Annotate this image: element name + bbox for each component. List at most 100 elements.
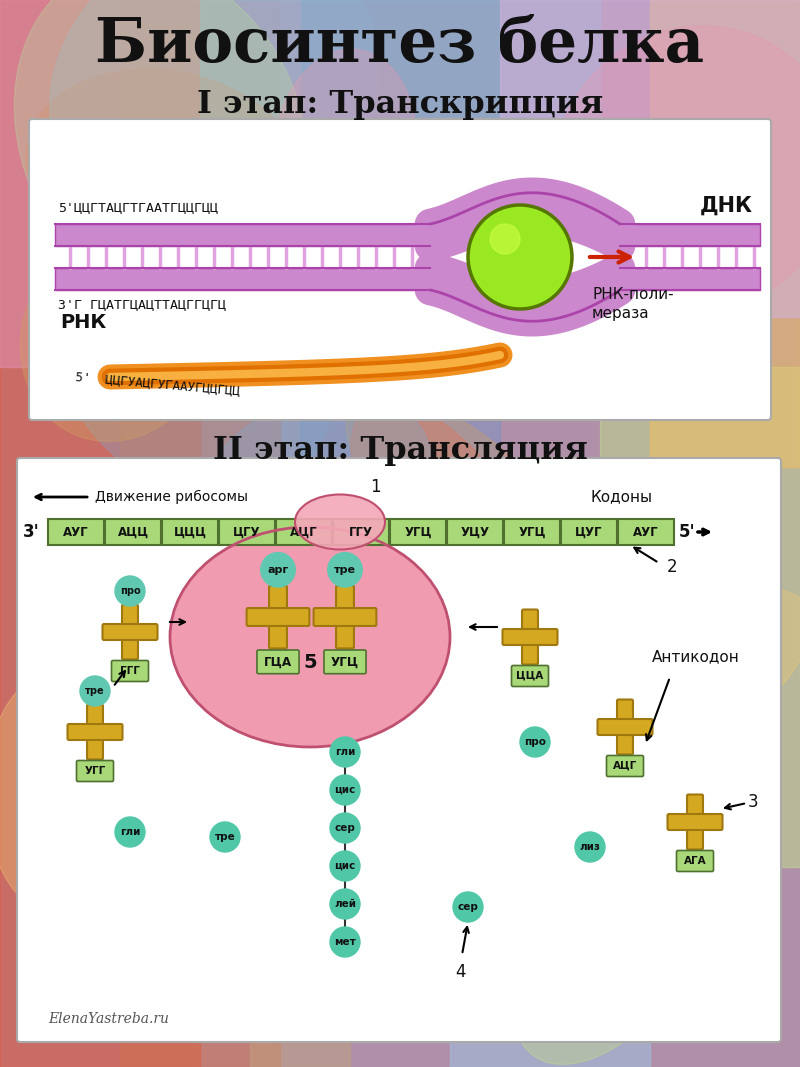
- FancyBboxPatch shape: [618, 519, 674, 545]
- Circle shape: [80, 676, 110, 706]
- PathPatch shape: [55, 224, 430, 246]
- Text: ГГУ: ГГУ: [349, 526, 373, 539]
- Circle shape: [328, 553, 362, 587]
- Text: ГГГ: ГГГ: [120, 666, 140, 676]
- FancyBboxPatch shape: [77, 761, 114, 781]
- Text: 3: 3: [748, 793, 758, 811]
- Text: ЦУГ: ЦУГ: [575, 526, 602, 539]
- FancyBboxPatch shape: [447, 519, 503, 545]
- Circle shape: [520, 727, 550, 757]
- Ellipse shape: [552, 26, 800, 316]
- Text: АУГ: АУГ: [633, 526, 659, 539]
- Circle shape: [490, 224, 520, 254]
- Bar: [450, 467, 650, 1067]
- Text: ЦЦА: ЦЦА: [516, 671, 544, 681]
- Text: 5': 5': [679, 523, 696, 541]
- Text: УГГ: УГГ: [84, 766, 106, 776]
- Text: лей: лей: [334, 899, 356, 909]
- Text: лиз: лиз: [579, 842, 601, 853]
- FancyBboxPatch shape: [162, 519, 218, 545]
- FancyBboxPatch shape: [276, 519, 332, 545]
- Bar: [120, 0, 280, 1067]
- Text: тре: тре: [214, 832, 235, 842]
- Ellipse shape: [50, 209, 335, 498]
- Text: II этап: Трансляция: II этап: Трансляция: [213, 434, 587, 465]
- Ellipse shape: [370, 586, 622, 812]
- Circle shape: [468, 205, 572, 309]
- FancyBboxPatch shape: [48, 519, 104, 545]
- FancyBboxPatch shape: [122, 605, 138, 659]
- FancyBboxPatch shape: [111, 660, 149, 682]
- PathPatch shape: [55, 268, 430, 290]
- Circle shape: [453, 892, 483, 922]
- Text: про: про: [524, 737, 546, 747]
- Bar: [500, 0, 800, 317]
- Text: тре: тре: [85, 686, 105, 696]
- Bar: [250, 567, 350, 1067]
- Text: Биосинтез белка: Биосинтез белка: [95, 15, 705, 75]
- FancyBboxPatch shape: [667, 814, 722, 830]
- Bar: [650, 0, 800, 467]
- Circle shape: [210, 822, 240, 853]
- Ellipse shape: [14, 0, 308, 307]
- Text: АГА: АГА: [684, 856, 706, 866]
- Text: про: про: [120, 586, 140, 596]
- Text: 5: 5: [303, 653, 317, 671]
- PathPatch shape: [620, 224, 760, 246]
- FancyBboxPatch shape: [522, 609, 538, 665]
- FancyBboxPatch shape: [29, 120, 771, 420]
- FancyBboxPatch shape: [617, 700, 633, 754]
- Text: УЦУ: УЦУ: [461, 526, 490, 539]
- Text: Антикодон: Антикодон: [652, 650, 740, 665]
- FancyBboxPatch shape: [390, 519, 446, 545]
- Text: 4: 4: [454, 964, 466, 981]
- FancyBboxPatch shape: [219, 519, 275, 545]
- FancyBboxPatch shape: [598, 719, 653, 735]
- FancyBboxPatch shape: [257, 650, 299, 673]
- Text: АЦЦ: АЦЦ: [118, 526, 149, 539]
- FancyBboxPatch shape: [87, 704, 103, 760]
- FancyBboxPatch shape: [333, 519, 389, 545]
- Text: ElenaYastreba.ru: ElenaYastreba.ru: [48, 1012, 169, 1026]
- Ellipse shape: [600, 589, 800, 764]
- Ellipse shape: [170, 527, 450, 747]
- Text: РНК-поли-
мераза: РНК-поли- мераза: [592, 287, 674, 320]
- FancyBboxPatch shape: [246, 608, 310, 626]
- Ellipse shape: [346, 389, 630, 664]
- Circle shape: [330, 889, 360, 919]
- Text: арг: арг: [267, 564, 289, 575]
- FancyBboxPatch shape: [336, 586, 354, 649]
- Text: 3'Г ГЦАТГЦАЦТТАЦГГЦГЦ: 3'Г ГЦАТГЦАЦТТАЦГГЦГЦ: [58, 298, 226, 310]
- Text: УГЦ: УГЦ: [518, 526, 546, 539]
- Text: гли: гли: [335, 747, 355, 757]
- Text: 1: 1: [370, 478, 380, 496]
- FancyBboxPatch shape: [606, 755, 643, 777]
- Bar: [0, 0, 300, 367]
- Ellipse shape: [510, 766, 742, 1065]
- Circle shape: [330, 775, 360, 805]
- Circle shape: [330, 851, 360, 881]
- Text: I этап: Транскрипция: I этап: Транскрипция: [197, 89, 603, 120]
- Ellipse shape: [274, 49, 416, 246]
- FancyBboxPatch shape: [687, 795, 703, 849]
- FancyBboxPatch shape: [314, 608, 377, 626]
- Text: ГЦА: ГЦА: [264, 655, 292, 668]
- FancyBboxPatch shape: [324, 650, 366, 673]
- Text: ЦГУ: ЦГУ: [234, 526, 261, 539]
- Circle shape: [330, 737, 360, 767]
- Bar: [0, 0, 200, 1067]
- FancyBboxPatch shape: [17, 458, 781, 1042]
- Circle shape: [261, 553, 295, 587]
- Circle shape: [330, 813, 360, 843]
- Text: Движение рибосомы: Движение рибосомы: [95, 490, 248, 504]
- FancyBboxPatch shape: [561, 519, 617, 545]
- Bar: [300, 0, 500, 667]
- Text: УГЦ: УГЦ: [331, 655, 359, 668]
- FancyBboxPatch shape: [677, 850, 714, 872]
- Circle shape: [115, 576, 145, 606]
- Text: РНК: РНК: [60, 313, 106, 332]
- Ellipse shape: [20, 230, 215, 442]
- FancyBboxPatch shape: [504, 519, 560, 545]
- Circle shape: [115, 817, 145, 847]
- Ellipse shape: [199, 394, 431, 574]
